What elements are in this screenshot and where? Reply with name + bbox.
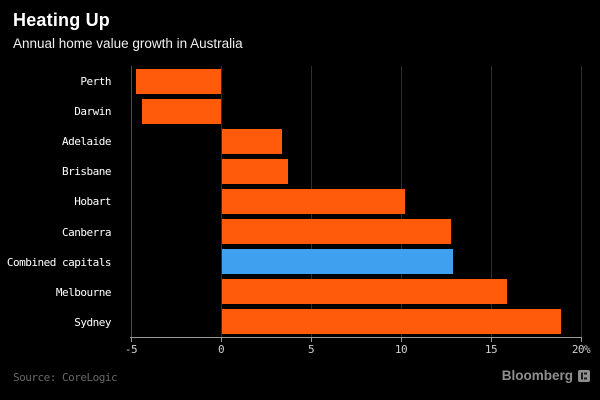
bar-combined-capitals xyxy=(222,249,453,274)
plot-area xyxy=(131,66,582,337)
bar-melbourne xyxy=(222,279,507,304)
chart-title: Heating Up xyxy=(13,10,111,30)
x-tick-5 xyxy=(311,338,312,342)
x-axis-line xyxy=(130,337,582,338)
bloomberg-wordmark: Bloomberg xyxy=(501,368,573,383)
x-tick-label-10: 10 xyxy=(394,343,408,356)
bar-canberra xyxy=(222,219,451,244)
category-label-combined-capitals: Combined capitals xyxy=(6,255,112,269)
bar-darwin xyxy=(142,99,221,124)
category-labels: Perth Darwin Adelaide Brisbane Hobart Canberr… xyxy=(0,66,112,337)
gridline--5 xyxy=(131,66,132,337)
x-tick-label--5: -5 xyxy=(124,343,138,356)
gridline-20 xyxy=(581,66,582,337)
x-tick-15 xyxy=(491,338,492,342)
x-tick-10 xyxy=(401,338,402,342)
x-tick-label-15: 15 xyxy=(484,343,498,356)
x-tick-0 xyxy=(221,338,222,342)
category-label-adelaide: Adelaide xyxy=(62,134,111,148)
chart-subtitle: Annual home value growth in Australia xyxy=(13,36,243,51)
x-tick-label-5: 5 xyxy=(307,343,315,356)
x-tick--5 xyxy=(131,338,132,342)
category-label-brisbane: Brisbane xyxy=(62,164,111,178)
bar-hobart xyxy=(222,189,405,214)
category-label-perth: Perth xyxy=(80,74,111,88)
bar-adelaide xyxy=(222,129,282,154)
category-label-canberra: Canberra xyxy=(62,225,111,239)
x-tick-label-20: 20% xyxy=(571,343,591,356)
source-credit: Source: CoreLogic xyxy=(13,371,118,384)
category-label-hobart: Hobart xyxy=(74,194,111,208)
gridline-15 xyxy=(491,66,492,337)
bar-perth xyxy=(136,69,221,94)
bloomberg-logo-icon xyxy=(578,369,590,382)
bar-sydney xyxy=(222,309,561,334)
bar-brisbane xyxy=(222,159,288,184)
x-tick-20 xyxy=(581,338,582,342)
brand-mark: Bloomberg xyxy=(502,368,590,383)
gridline-0 xyxy=(221,66,222,337)
category-label-sydney: Sydney xyxy=(74,315,111,329)
x-tick-label-0: 0 xyxy=(217,343,225,356)
category-label-darwin: Darwin xyxy=(74,104,111,118)
category-label-melbourne: Melbourne xyxy=(55,285,112,299)
